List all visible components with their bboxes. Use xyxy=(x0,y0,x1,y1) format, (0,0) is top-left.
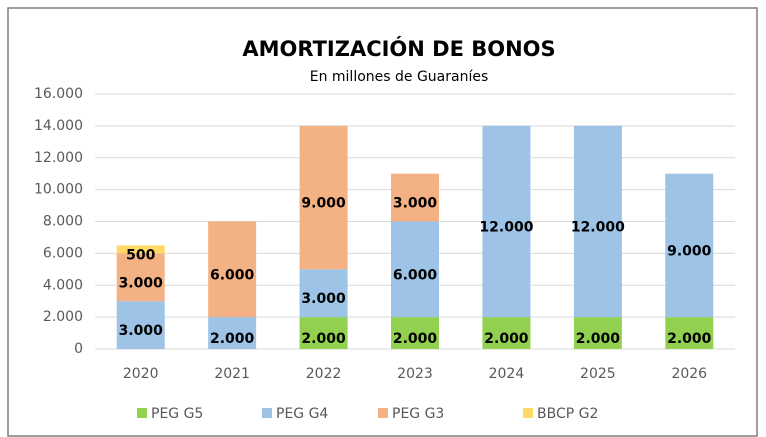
data-label: 2.000 xyxy=(393,331,438,347)
bar-segment xyxy=(665,173,714,318)
bar-segment xyxy=(391,317,439,349)
bar-segment xyxy=(208,221,257,318)
data-label: 2.000 xyxy=(576,331,621,347)
legend-label: PEG G3 xyxy=(392,406,444,422)
y-tick-label: 14.000 xyxy=(34,118,83,134)
data-label: 6.000 xyxy=(210,267,255,283)
chart-title: AMORTIZACIÓN DE BONOS xyxy=(242,36,555,61)
bar-segment xyxy=(482,125,531,318)
bar-segment xyxy=(208,317,257,349)
data-label: 2.000 xyxy=(484,331,529,347)
data-label: 3.000 xyxy=(119,275,164,291)
x-tick-label: 2026 xyxy=(671,366,707,382)
bar-segment xyxy=(116,245,165,254)
data-label: 3.000 xyxy=(393,196,438,212)
bar-segment xyxy=(391,221,439,318)
y-tick-label: 10.000 xyxy=(34,182,83,198)
x-tick-label: 2021 xyxy=(214,366,250,382)
y-tick-label: 4.000 xyxy=(43,277,83,293)
bar-segment xyxy=(482,317,531,349)
data-label: 500 xyxy=(126,247,155,263)
data-label: 9.000 xyxy=(667,243,712,259)
x-tick-label: 2023 xyxy=(397,366,433,382)
data-label: 2.000 xyxy=(667,331,712,347)
x-tick-label: 2025 xyxy=(580,366,616,382)
bar-segment xyxy=(665,317,714,349)
data-label: 12.000 xyxy=(571,220,625,236)
legend-label: PEG G4 xyxy=(276,406,328,422)
legend-swatch xyxy=(262,408,272,418)
y-tick-label: 6.000 xyxy=(43,245,83,261)
legend-swatch xyxy=(523,408,533,418)
data-label: 2.000 xyxy=(210,331,255,347)
legend-swatch xyxy=(137,408,147,418)
y-tick-label: 16.000 xyxy=(34,86,83,102)
x-tick-label: 2020 xyxy=(123,366,159,382)
legend-label: BBCP G2 xyxy=(537,406,598,422)
bar-segment xyxy=(299,269,348,318)
bar-segment xyxy=(299,125,348,270)
data-label: 6.000 xyxy=(393,267,438,283)
x-tick-label: 2024 xyxy=(489,366,525,382)
legend-label: PEG G5 xyxy=(151,406,203,422)
chart-subtitle: En millones de Guaraníes xyxy=(310,69,489,85)
bar-segment xyxy=(573,317,622,349)
data-label: 12.000 xyxy=(479,220,533,236)
y-tick-label: 0 xyxy=(74,341,83,357)
bar-segment xyxy=(299,317,348,349)
x-tick-label: 2022 xyxy=(306,366,342,382)
bar-segment xyxy=(116,253,165,302)
data-label: 9.000 xyxy=(301,196,346,212)
data-label: 2.000 xyxy=(301,331,346,347)
y-tick-label: 8.000 xyxy=(43,214,83,230)
data-label: 3.000 xyxy=(119,323,164,339)
data-label: 3.000 xyxy=(301,291,346,307)
legend-swatch xyxy=(378,408,388,418)
bar-segment xyxy=(116,301,165,349)
y-tick-label: 2.000 xyxy=(43,309,83,325)
bar-segment xyxy=(391,173,439,222)
bar-segment xyxy=(573,125,622,318)
y-tick-label: 12.000 xyxy=(34,150,83,166)
